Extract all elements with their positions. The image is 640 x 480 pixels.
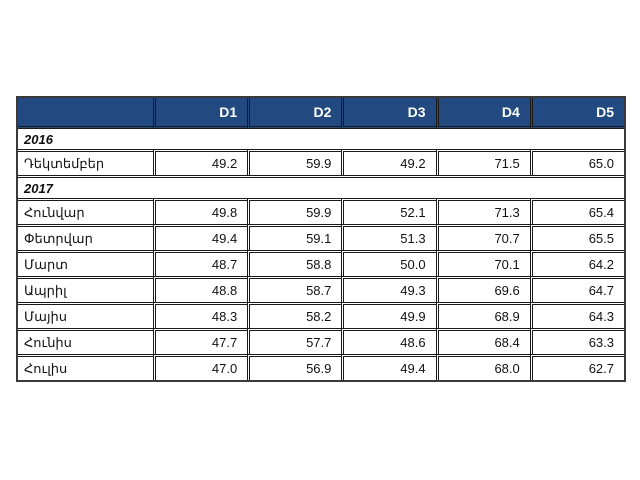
value-cell-d3: 49.3: [341, 276, 436, 302]
year-label: 2016: [18, 129, 624, 149]
value-cell-d5: 65.5: [529, 224, 624, 250]
value-cell-d3: 49.2: [341, 149, 436, 175]
header-cell-d2: D2: [247, 98, 342, 129]
value-cell-d4: 68.9: [435, 302, 530, 328]
value-cell-d4: 70.7: [435, 224, 530, 250]
data-table: D1 D2 D3 D4 D5 2016 Դեկտեմբեր 49.2 59.9 49.2…: [18, 98, 624, 380]
value-cell-d2: 59.9: [247, 198, 342, 224]
value-cell-d3: 49.9: [341, 302, 436, 328]
header-cell-d4: D4: [435, 98, 530, 129]
month-label: Փետրվար: [18, 224, 153, 250]
value-cell-d3: 51.3: [341, 224, 436, 250]
month-label: Հունվար: [18, 198, 153, 224]
value-cell-d4: 68.4: [435, 328, 530, 354]
value-cell-d3: 49.4: [341, 354, 436, 380]
value-cell-d5: 62.7: [529, 354, 624, 380]
table-row: Փետրվար 49.4 59.1 51.3 70.7 65.5: [18, 224, 624, 250]
value-cell-d1: 49.8: [153, 198, 248, 224]
value-cell-d5: 64.3: [529, 302, 624, 328]
table-row: Մայիս 48.3 58.2 49.9 68.9 64.3: [18, 302, 624, 328]
header-row: D1 D2 D3 D4 D5: [18, 98, 624, 129]
value-cell-d1: 49.4: [153, 224, 248, 250]
month-label: Դեկտեմբեր: [18, 149, 153, 175]
value-cell-d3: 52.1: [341, 198, 436, 224]
value-cell-d5: 64.7: [529, 276, 624, 302]
value-cell-d3: 50.0: [341, 250, 436, 276]
value-cell-d2: 56.9: [247, 354, 342, 380]
table-row: Հունիս 47.7 57.7 48.6 68.4 63.3: [18, 328, 624, 354]
value-cell-d1: 47.0: [153, 354, 248, 380]
value-cell-d1: 48.7: [153, 250, 248, 276]
table-body: 2016 Դեկտեմբեր 49.2 59.9 49.2 71.5 65.0 2017 Հու…: [18, 129, 624, 380]
year-group-row: 2016: [18, 129, 624, 149]
value-cell-d2: 59.1: [247, 224, 342, 250]
month-label: Հուլիս: [18, 354, 153, 380]
month-label: Հունիս: [18, 328, 153, 354]
month-label: Մարտ: [18, 250, 153, 276]
value-cell-d4: 71.3: [435, 198, 530, 224]
value-cell-d2: 58.8: [247, 250, 342, 276]
year-group-row: 2017: [18, 175, 624, 198]
table-row: Հուլիս 47.0 56.9 49.4 68.0 62.7: [18, 354, 624, 380]
value-cell-d1: 48.8: [153, 276, 248, 302]
value-cell-d1: 47.7: [153, 328, 248, 354]
value-cell-d5: 65.0: [529, 149, 624, 175]
value-cell-d4: 68.0: [435, 354, 530, 380]
table-row: Ապրիլ 48.8 58.7 49.3 69.6 64.7: [18, 276, 624, 302]
table-row: Մարտ 48.7 58.8 50.0 70.1 64.2: [18, 250, 624, 276]
value-cell-d2: 59.9: [247, 149, 342, 175]
month-label: Ապրիլ: [18, 276, 153, 302]
header-cell-d3: D3: [341, 98, 436, 129]
value-cell-d5: 63.3: [529, 328, 624, 354]
data-table-frame: D1 D2 D3 D4 D5 2016 Դեկտեմբեր 49.2 59.9 49.2…: [16, 96, 626, 382]
month-label: Մայիս: [18, 302, 153, 328]
value-cell-d5: 64.2: [529, 250, 624, 276]
value-cell-d2: 58.2: [247, 302, 342, 328]
value-cell-d1: 49.2: [153, 149, 248, 175]
year-label: 2017: [18, 175, 624, 198]
header-cell-d1: D1: [153, 98, 248, 129]
value-cell-d1: 48.3: [153, 302, 248, 328]
header-cell-label: [18, 98, 153, 129]
value-cell-d4: 70.1: [435, 250, 530, 276]
value-cell-d3: 48.6: [341, 328, 436, 354]
table-row: Հունվար 49.8 59.9 52.1 71.3 65.4: [18, 198, 624, 224]
value-cell-d4: 71.5: [435, 149, 530, 175]
header-cell-d5: D5: [529, 98, 624, 129]
value-cell-d2: 57.7: [247, 328, 342, 354]
value-cell-d5: 65.4: [529, 198, 624, 224]
table-row: Դեկտեմբեր 49.2 59.9 49.2 71.5 65.0: [18, 149, 624, 175]
value-cell-d2: 58.7: [247, 276, 342, 302]
value-cell-d4: 69.6: [435, 276, 530, 302]
